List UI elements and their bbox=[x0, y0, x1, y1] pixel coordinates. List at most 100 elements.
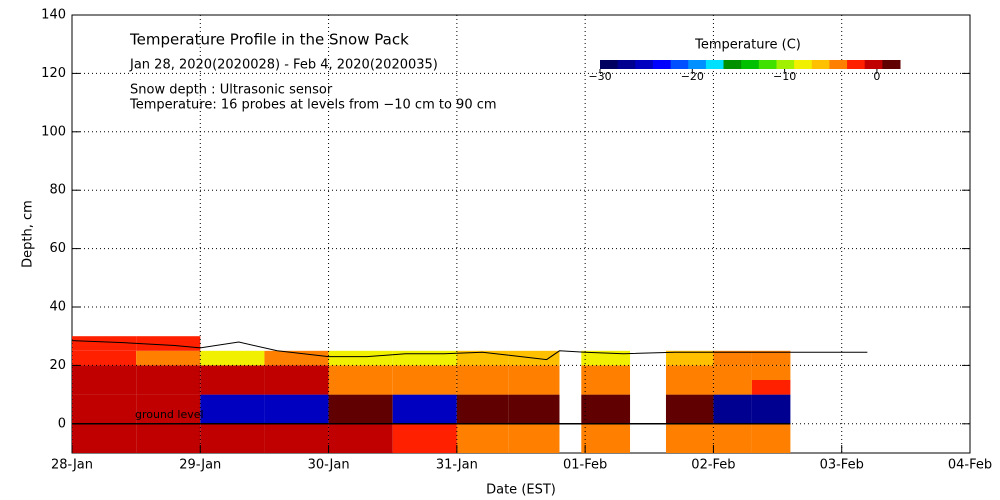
heat-cell bbox=[136, 336, 201, 351]
heat-cell bbox=[581, 380, 631, 395]
heat-cell bbox=[508, 380, 560, 395]
snow-depth-line bbox=[71, 340, 868, 361]
y-tick-label: 80 bbox=[49, 183, 66, 198]
heat-cell bbox=[508, 423, 560, 453]
heat-cell bbox=[328, 394, 393, 424]
heat-cell bbox=[264, 380, 329, 395]
heat-cell bbox=[136, 350, 201, 366]
y-tick-label: 120 bbox=[41, 66, 66, 81]
heat-cell bbox=[456, 394, 509, 424]
heat-cell bbox=[665, 350, 714, 366]
heat-cell bbox=[264, 365, 329, 380]
colorbar-swatch bbox=[705, 60, 725, 69]
colorbar-swatch bbox=[617, 60, 636, 69]
y-tick-label: 40 bbox=[49, 300, 66, 315]
heat-cell bbox=[581, 423, 631, 453]
note: Temperature: 16 probes at levels from −1… bbox=[129, 98, 497, 113]
heat-cell bbox=[665, 380, 714, 395]
y-tick-label: 0 bbox=[58, 416, 66, 431]
heat-cell bbox=[72, 423, 137, 453]
colorbar-tick-label: −20 bbox=[681, 70, 704, 83]
heat-cell bbox=[72, 336, 137, 351]
heat-cell bbox=[713, 380, 752, 395]
y-axis-label: Depth, cm bbox=[21, 200, 36, 268]
heat-cell bbox=[713, 365, 752, 380]
heat-cell bbox=[456, 423, 509, 453]
colorbar-swatch bbox=[600, 60, 619, 69]
x-tick-label: 31-Jan bbox=[436, 458, 478, 473]
colorbar-swatch bbox=[688, 60, 707, 69]
heat-cell bbox=[665, 365, 714, 380]
heat-cell bbox=[136, 394, 201, 424]
colorbar-swatch bbox=[670, 60, 689, 69]
colorbar-swatch bbox=[635, 60, 654, 69]
heat-cell bbox=[713, 423, 752, 453]
heat-cell bbox=[328, 365, 393, 380]
heat-cell bbox=[392, 365, 457, 380]
colorbar-swatch bbox=[723, 60, 742, 69]
heat-cell bbox=[200, 350, 265, 366]
heat-cell bbox=[328, 423, 393, 453]
heat-cell bbox=[392, 350, 457, 366]
heat-cell bbox=[751, 365, 791, 380]
heat-cell bbox=[72, 394, 137, 424]
heat-cell bbox=[200, 365, 265, 380]
heat-cell bbox=[136, 380, 201, 395]
heat-cell bbox=[328, 350, 393, 366]
heat-cell bbox=[508, 365, 560, 380]
heat-cell bbox=[200, 394, 265, 424]
x-tick-label: 28-Jan bbox=[51, 458, 93, 473]
colorbar-swatch bbox=[794, 60, 813, 69]
x-tick-label: 03-Feb bbox=[820, 458, 864, 473]
heat-cell bbox=[456, 350, 509, 366]
heat-cell bbox=[200, 423, 265, 453]
y-tick-label: 100 bbox=[41, 124, 66, 139]
note: Snow depth : Ultrasonic sensor bbox=[130, 83, 333, 98]
annotation: ground level bbox=[135, 408, 204, 421]
heat-cell bbox=[72, 350, 137, 366]
colorbar-swatch bbox=[776, 60, 795, 69]
colorbar-label: Temperature (C) bbox=[694, 38, 801, 53]
colorbar-swatch bbox=[829, 60, 848, 69]
colorbar-tick-label: 0 bbox=[873, 70, 880, 83]
x-axis-label: Date (EST) bbox=[486, 483, 556, 498]
heat-cell bbox=[751, 380, 791, 395]
colorbar-tick-label: −30 bbox=[588, 70, 611, 83]
x-tick-label: 29-Jan bbox=[179, 458, 221, 473]
heat-cell bbox=[328, 380, 393, 395]
y-tick-label: 60 bbox=[49, 241, 66, 256]
heat-cell bbox=[392, 394, 457, 424]
heat-cell bbox=[264, 394, 329, 424]
heat-cell bbox=[200, 380, 265, 395]
x-tick-label: 02-Feb bbox=[691, 458, 735, 473]
heat-cell bbox=[456, 365, 509, 380]
colorbar-swatch bbox=[811, 60, 830, 69]
colorbar-swatch bbox=[864, 60, 883, 69]
heat-cell bbox=[456, 380, 509, 395]
heat-cell bbox=[392, 423, 457, 453]
heat-cell bbox=[581, 394, 631, 424]
chart-subtitle: Jan 28, 2020(2020028) - Feb 4, 2020(2020… bbox=[129, 58, 438, 73]
heat-cell bbox=[392, 380, 457, 395]
colorbar-swatch bbox=[758, 60, 777, 69]
y-tick-label: 140 bbox=[41, 8, 66, 23]
heat-cell bbox=[751, 350, 791, 366]
colorbar-swatch bbox=[847, 60, 866, 69]
colorbar-swatch bbox=[882, 60, 901, 69]
heat-cell bbox=[72, 365, 137, 380]
heat-cell bbox=[751, 394, 791, 424]
heat-cell bbox=[264, 423, 329, 453]
heat-cell bbox=[72, 380, 137, 395]
chart-title: Temperature Profile in the Snow Pack bbox=[129, 31, 409, 49]
heat-cell bbox=[136, 423, 201, 453]
colorbar-tick-label: −10 bbox=[773, 70, 796, 83]
x-tick-label: 01-Feb bbox=[563, 458, 607, 473]
heat-cell bbox=[508, 394, 560, 424]
colorbar-swatch bbox=[741, 60, 760, 69]
x-tick-label: 04-Feb bbox=[948, 458, 992, 473]
x-tick-label: 30-Jan bbox=[308, 458, 350, 473]
heat-cell bbox=[751, 423, 791, 453]
heat-cell bbox=[665, 423, 714, 453]
y-tick-label: 20 bbox=[49, 358, 66, 373]
heat-cell bbox=[713, 394, 752, 424]
